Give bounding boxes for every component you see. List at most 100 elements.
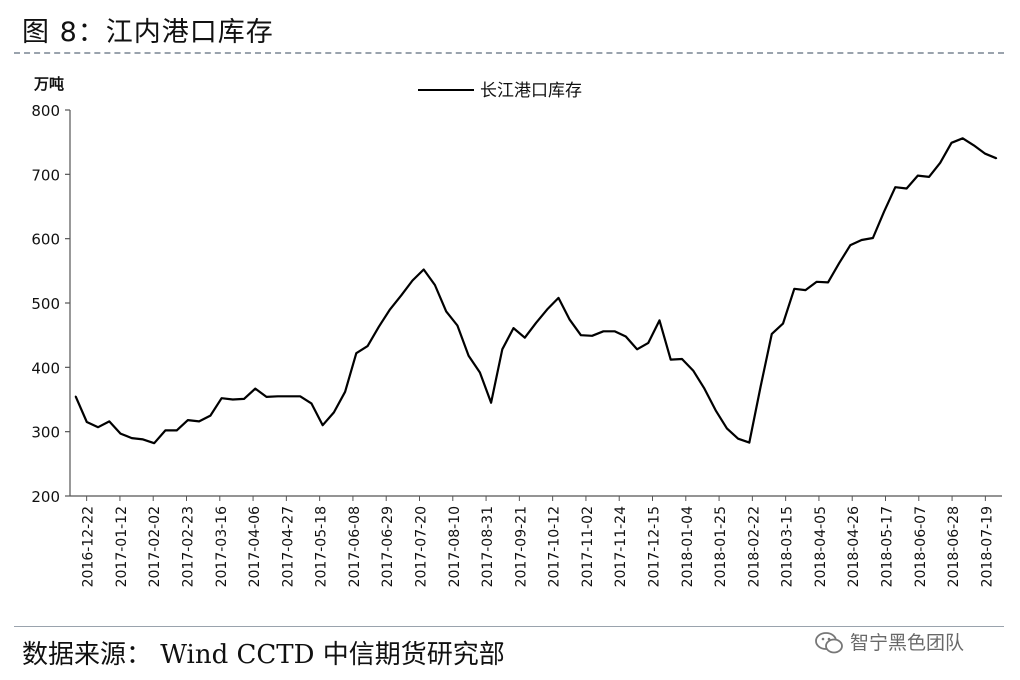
x-axis: 2016-12-22 2017-01-12 2017-02-02 2017-02-23… (70, 495, 1002, 587)
x-tick-label: 2018-06-07 (913, 506, 929, 587)
watermark: 智宁黑色团队 (806, 626, 1016, 660)
data-point (669, 358, 672, 361)
data-point (411, 279, 414, 282)
data-point (276, 395, 279, 398)
data-point (782, 322, 784, 325)
data-point (917, 174, 919, 177)
y-tick-label: 700 (31, 166, 60, 184)
data-point (131, 437, 133, 439)
x-tick-label: 2017-04-27 (280, 506, 296, 587)
watermark-text: 智宁黑色团队 (850, 632, 965, 654)
data-point (647, 342, 650, 344)
x-tick-label: 2017-09-21 (513, 506, 529, 587)
data-point (815, 281, 818, 283)
data-point (613, 330, 616, 333)
data-point (771, 333, 773, 335)
data-point (703, 387, 706, 390)
data-point (950, 142, 953, 144)
data-point (299, 395, 302, 398)
data-point (86, 421, 88, 423)
title-divider (14, 52, 1004, 54)
data-point (220, 397, 223, 400)
x-tick-label: 2018-07-19 (979, 506, 995, 587)
x-tick-label: 2018-05-17 (880, 506, 896, 587)
data-point (748, 441, 751, 444)
data-point (378, 326, 380, 328)
data-point (175, 429, 178, 432)
x-tick-label: 2018-01-04 (680, 506, 696, 587)
data-point (580, 334, 582, 337)
x-tick-label: 2017-08-10 (447, 506, 463, 587)
data-point (557, 297, 560, 299)
data-point (321, 424, 324, 427)
y-tick-label: 800 (31, 102, 60, 120)
data-point (568, 318, 571, 321)
data-point (243, 398, 245, 400)
data-point (591, 335, 593, 337)
data-point (490, 401, 492, 404)
x-tick-label: 2017-04-06 (247, 506, 263, 587)
y-tick-label: 600 (31, 231, 60, 249)
data-point (602, 330, 605, 333)
y-tick-label: 400 (31, 359, 60, 377)
data-point (74, 395, 77, 398)
y-tick-label: 200 (31, 488, 60, 506)
x-tick-label: 2018-03-15 (780, 506, 796, 587)
x-tick-label: 2017-02-02 (147, 506, 163, 587)
x-tick-label: 2017-10-12 (547, 506, 563, 587)
data-point (187, 419, 189, 421)
data-point (467, 355, 470, 357)
x-tick-label: 2017-11-02 (580, 506, 596, 587)
data-point (333, 411, 335, 414)
source-divider (14, 626, 1004, 627)
data-point (142, 438, 144, 441)
data-point (714, 409, 717, 412)
data-point (939, 162, 941, 164)
data-point (265, 396, 268, 398)
data-point (849, 244, 852, 246)
x-tick-label: 2017-01-12 (114, 506, 130, 587)
data-point (984, 152, 986, 155)
data-point (97, 426, 99, 429)
data-point (344, 391, 346, 393)
data-point (905, 187, 908, 190)
data-point (119, 432, 122, 435)
x-tick-label: 2018-04-05 (813, 506, 829, 587)
data-point (434, 284, 436, 286)
data-point (692, 369, 694, 372)
series-line (74, 137, 997, 445)
data-point (400, 294, 403, 297)
y-axis: 200 300 400 500 600 700 800 (31, 102, 71, 506)
data-point (355, 352, 358, 355)
x-tick-label: 2018-04-26 (846, 506, 862, 587)
data-point (366, 345, 369, 347)
data-point (681, 358, 683, 360)
data-point (973, 144, 975, 147)
data-point (546, 308, 548, 311)
data-point (445, 310, 448, 313)
y-tick-label: 500 (31, 295, 60, 313)
data-point (254, 387, 257, 390)
data-point (108, 420, 111, 423)
data-point (726, 427, 728, 430)
data-point (636, 348, 638, 351)
x-tick-label: 2017-02-23 (181, 506, 197, 587)
data-point (232, 398, 234, 401)
data-point (737, 437, 739, 440)
data-point (501, 348, 504, 351)
x-tick-label: 2018-02-22 (746, 506, 762, 587)
data-point (894, 186, 897, 188)
data-point (310, 402, 313, 405)
x-tick-label: 2017-06-29 (380, 506, 396, 587)
data-point (512, 327, 515, 329)
data-point (827, 281, 829, 284)
data-point (288, 395, 290, 398)
data-point (535, 322, 537, 324)
data-point (658, 319, 661, 322)
y-tick-label: 300 (31, 424, 60, 442)
x-tick-label: 2017-06-08 (347, 506, 363, 587)
line-chart: 万吨 长江港口库存 200 300 400 500 600 700 800 2016-12-… (31, 75, 1002, 587)
source-note: 数据来源： Wind CCTD 中信期货研究部 (22, 640, 505, 670)
x-tick-label: 2017-12-15 (647, 506, 663, 587)
data-point (456, 324, 459, 327)
